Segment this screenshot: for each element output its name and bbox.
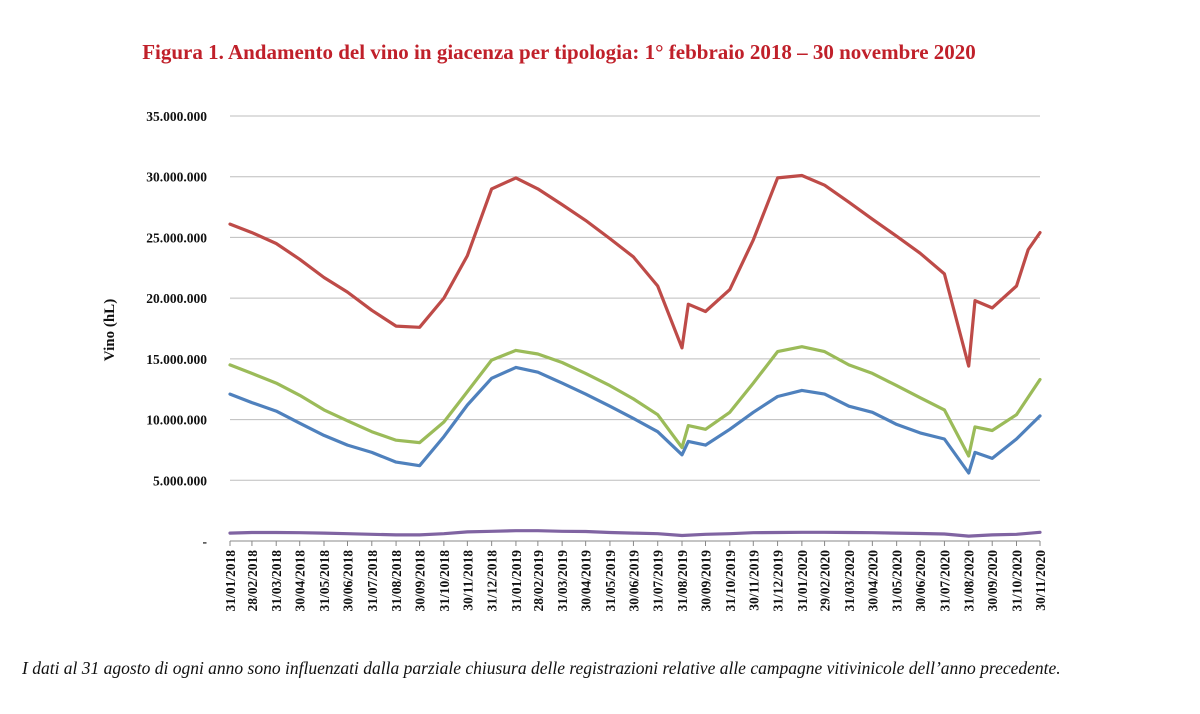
x-tick-label: 28/02/2019: [531, 550, 546, 612]
x-tick-label: 30/11/2020: [1033, 550, 1048, 611]
x-tick-label: 31/12/2018: [485, 550, 500, 612]
y-tick-label: 10.000.000: [146, 413, 207, 428]
x-tick-label: 30/06/2018: [341, 550, 356, 612]
y-tick-label: 35.000.000: [146, 109, 207, 124]
x-tick-label: 30/09/2018: [413, 550, 428, 612]
x-tick-label: 31/10/2020: [1009, 550, 1024, 612]
y-tick-label: 5.000.000: [153, 473, 207, 488]
footnote: I dati al 31 agosto di ogni anno sono in…: [22, 658, 1061, 678]
y-axis-ticks: - 5.000.000 10.000.000 15.000.000 20.000.000…: [146, 109, 207, 549]
x-tick-label: 30/04/2020: [865, 550, 880, 612]
x-tick-label: 31/10/2019: [723, 550, 738, 612]
x-tick-label: 31/05/2018: [317, 550, 332, 612]
y-tick-label: -: [203, 534, 208, 549]
y-axis-label: Vino (hL): [102, 299, 118, 361]
chart-title: Figura 1. Andamento del vino in giacenza…: [142, 40, 976, 64]
x-tick-label: 31/10/2018: [437, 550, 452, 612]
series-line-1: [228, 173, 1042, 368]
x-tick-label: 31/12/2019: [771, 550, 786, 612]
x-tick-label: 30/09/2020: [985, 550, 1000, 612]
x-tick-label: 31/03/2020: [842, 550, 857, 612]
y-tick-label: 30.000.000: [146, 170, 207, 185]
x-tick-label: 30/06/2020: [913, 550, 928, 612]
x-tick-label: 30/04/2018: [293, 550, 308, 612]
x-tick-label: 31/07/2019: [651, 550, 666, 612]
x-tick-label: 30/09/2019: [699, 550, 714, 612]
x-tick-label: 31/08/2018: [389, 550, 404, 612]
x-tick-label: 31/03/2019: [555, 550, 570, 612]
y-tick-label: 15.000.000: [146, 352, 207, 367]
x-tick-label: 31/07/2018: [365, 550, 380, 612]
x-tick-label: 30/11/2018: [460, 550, 475, 611]
x-tick-label: 31/01/2019: [509, 550, 524, 612]
x-tick-label: 31/01/2018: [223, 550, 238, 612]
x-tick-label: 28/02/2018: [245, 550, 260, 612]
x-tick-label: 29/02/2020: [818, 550, 833, 612]
x-tick-label: 30/11/2019: [746, 550, 761, 611]
x-tick-label: 31/08/2019: [675, 550, 690, 612]
gridlines: [230, 115, 1040, 481]
series-line-2: [228, 345, 1042, 458]
y-tick-label: 20.000.000: [146, 291, 207, 306]
series-line-3: [228, 365, 1042, 475]
x-tick-label: 31/05/2019: [603, 550, 618, 612]
series-lines: [228, 173, 1042, 538]
series-line-4: [228, 529, 1042, 538]
x-tick-label: 31/08/2020: [962, 550, 977, 612]
x-tick-label: 31/05/2020: [890, 550, 905, 612]
x-tick-label: 30/06/2019: [626, 550, 641, 612]
x-tick-label: 31/03/2018: [269, 550, 284, 612]
y-tick-label: 25.000.000: [146, 230, 207, 245]
x-tick-label: 31/07/2020: [937, 550, 952, 612]
x-axis-ticks: 31/01/2018 28/02/2018 31/03/2018 30/04/2018…: [223, 541, 1048, 612]
x-tick-label: 30/04/2019: [579, 550, 594, 612]
x-tick-label: 31/01/2020: [795, 550, 810, 612]
